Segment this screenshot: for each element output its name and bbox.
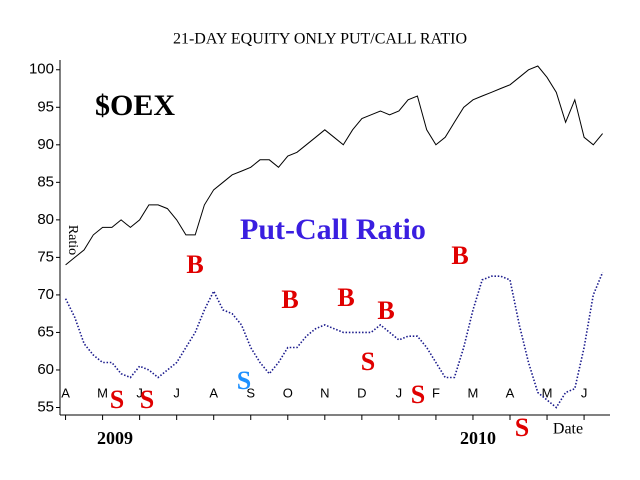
x-tick-label: A	[61, 385, 70, 400]
chart-title: 21-DAY EQUITY ONLY PUT/CALL RATIO	[173, 31, 467, 48]
y-tick-label: 90	[37, 136, 54, 153]
series-label: $OEX	[95, 89, 175, 122]
signal-label: S	[411, 380, 425, 409]
y-tick-label: 80	[37, 211, 54, 228]
y-tick-label: 70	[37, 286, 54, 303]
y-tick-label: 75	[37, 248, 54, 265]
x-axis-label: Date	[553, 421, 583, 438]
y-tick-label: 60	[37, 361, 54, 378]
x-tick-label: J	[136, 385, 143, 400]
x-tick-label: F	[432, 385, 440, 400]
x-tick-label: J	[581, 385, 588, 400]
x-tick-label: N	[320, 385, 329, 400]
series-line	[64, 272, 604, 409]
signal-label: B	[377, 296, 394, 325]
x-tick-label: S	[246, 385, 255, 400]
x-tick-label: A	[506, 385, 515, 400]
x-tick-label: J	[173, 385, 180, 400]
signal-label: S	[237, 366, 251, 395]
x-tick-label: M	[542, 385, 553, 400]
y-tick-label: 85	[37, 173, 54, 190]
y-tick-label: 95	[37, 98, 54, 115]
x-tick-label: D	[357, 385, 366, 400]
year-label: 2009	[97, 428, 133, 448]
signal-label: S	[515, 413, 529, 442]
x-tick-label: M	[97, 385, 108, 400]
signal-label: B	[451, 241, 468, 270]
x-tick-label: M	[468, 385, 479, 400]
y-tick-label: 100	[29, 61, 54, 78]
series-line	[65, 65, 603, 266]
signal-label: B	[186, 250, 203, 279]
signal-label: S	[110, 385, 124, 414]
y-tick-label: 65	[37, 323, 54, 340]
signal-label: S	[361, 347, 375, 376]
year-label: 2010	[460, 428, 496, 448]
signal-label: B	[281, 285, 298, 314]
series-label: Put-Call Ratio	[240, 213, 426, 246]
signal-label: B	[337, 283, 354, 312]
y-axis-label: Ratio	[65, 225, 80, 255]
x-tick-label: J	[396, 385, 403, 400]
x-tick-label: O	[283, 385, 293, 400]
signal-label: S	[140, 385, 154, 414]
x-tick-label: A	[209, 385, 218, 400]
y-tick-label: 55	[37, 398, 54, 415]
